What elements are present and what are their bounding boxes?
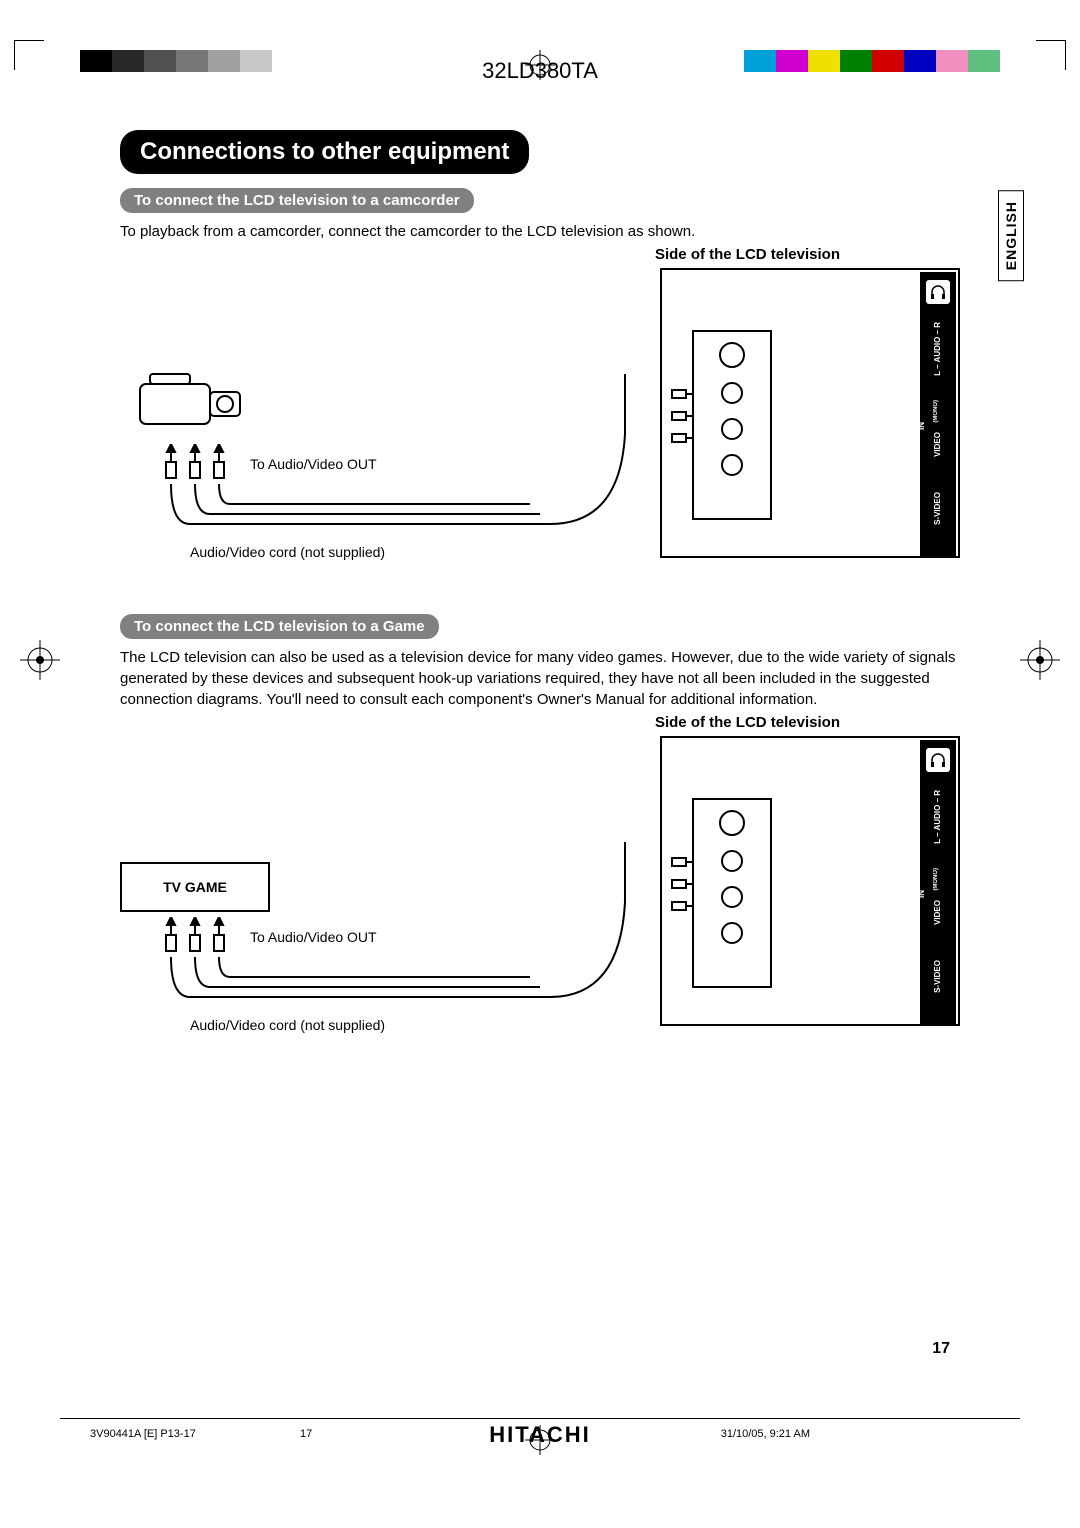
label-svideo-2: S-VIDEO bbox=[933, 960, 942, 993]
av-out-label-2: To Audio/Video OUT bbox=[250, 929, 377, 945]
tv-side-panel-2: L – AUDIO – R (MONO) VIDEO IN S-VIDEO bbox=[660, 736, 960, 1026]
av-plugs-icon-1 bbox=[670, 370, 694, 463]
tv-game-label: TV GAME bbox=[163, 879, 227, 895]
label-mono-1: (MONO) bbox=[933, 400, 939, 423]
diagram-camcorder: Side of the LCD television bbox=[120, 254, 960, 584]
tv-side-panel-1: L – AUDIO – R (MONO) VIDEO IN S-VIDEO bbox=[660, 268, 960, 558]
diagram-game: Side of the LCD television bbox=[120, 722, 960, 1052]
section1-heading: To connect the LCD television to a camco… bbox=[120, 188, 474, 213]
registration-mark-left bbox=[20, 640, 60, 680]
cord-note-1: Audio/Video cord (not supplied) bbox=[190, 544, 385, 560]
footer-timestamp: 31/10/05, 9:21 AM bbox=[721, 1428, 810, 1440]
footer-rule bbox=[60, 1418, 1020, 1419]
section-game: To connect the LCD television to a Game … bbox=[120, 614, 960, 1052]
jack-panel-1 bbox=[692, 330, 772, 520]
section-camcorder: To connect the LCD television to a camco… bbox=[120, 188, 960, 584]
av-plugs-icon-2 bbox=[670, 838, 694, 931]
jack-label-panel-2: L – AUDIO – R (MONO) VIDEO IN S-VIDEO bbox=[920, 740, 956, 1024]
headphone-icon bbox=[926, 748, 950, 772]
registration-mark-right bbox=[1020, 640, 1060, 680]
label-in-2: IN bbox=[917, 890, 926, 898]
section1-body: To playback from a camcorder, connect th… bbox=[120, 221, 960, 242]
audio-l-jack-icon bbox=[721, 886, 743, 908]
label-video-1: VIDEO bbox=[933, 432, 942, 457]
camcorder-icon bbox=[120, 364, 270, 434]
svideo-jack-icon bbox=[719, 342, 745, 368]
footer-doc-code: 3V90441A [E] P13-17 bbox=[90, 1428, 196, 1440]
page-content: Connections to other equipment To connec… bbox=[120, 130, 960, 1328]
tv-game-box: TV GAME bbox=[120, 862, 270, 912]
label-svideo-1: S-VIDEO bbox=[933, 492, 942, 525]
page-number: 17 bbox=[932, 1340, 950, 1358]
jack-label-panel-1: L – AUDIO – R (MONO) VIDEO IN S-VIDEO bbox=[920, 272, 956, 556]
registration-crosshair-bottom bbox=[525, 1425, 555, 1458]
side-label-1: Side of the LCD television bbox=[655, 246, 840, 263]
label-mono-2: (MONO) bbox=[933, 868, 939, 891]
video-jack-icon bbox=[721, 850, 743, 872]
video-jack-icon bbox=[721, 382, 743, 404]
language-tab: ENGLISH bbox=[998, 190, 1024, 281]
section2-body: The LCD television can also be used as a… bbox=[120, 647, 960, 710]
label-video-2: VIDEO bbox=[933, 900, 942, 925]
plugs-camcorder-icon bbox=[160, 444, 260, 494]
headphone-icon bbox=[926, 280, 950, 304]
label-audio-1: L – AUDIO – R bbox=[933, 322, 942, 376]
audio-r-jack-icon bbox=[721, 922, 743, 944]
jack-panel-2 bbox=[692, 798, 772, 988]
label-in-1: IN bbox=[917, 422, 926, 430]
footer-page: 17 bbox=[300, 1428, 312, 1440]
label-audio-2: L – AUDIO – R bbox=[933, 790, 942, 844]
section2-heading: To connect the LCD television to a Game bbox=[120, 614, 439, 639]
plugs-game-icon bbox=[160, 917, 260, 967]
audio-l-jack-icon bbox=[721, 418, 743, 440]
av-out-label-1: To Audio/Video OUT bbox=[250, 456, 377, 472]
cord-note-2: Audio/Video cord (not supplied) bbox=[190, 1017, 385, 1033]
audio-r-jack-icon bbox=[721, 454, 743, 476]
svideo-jack-icon bbox=[719, 810, 745, 836]
page-title: Connections to other equipment bbox=[120, 130, 529, 174]
model-number: 32LD380TA bbox=[0, 58, 1080, 84]
side-label-2: Side of the LCD television bbox=[655, 714, 840, 731]
